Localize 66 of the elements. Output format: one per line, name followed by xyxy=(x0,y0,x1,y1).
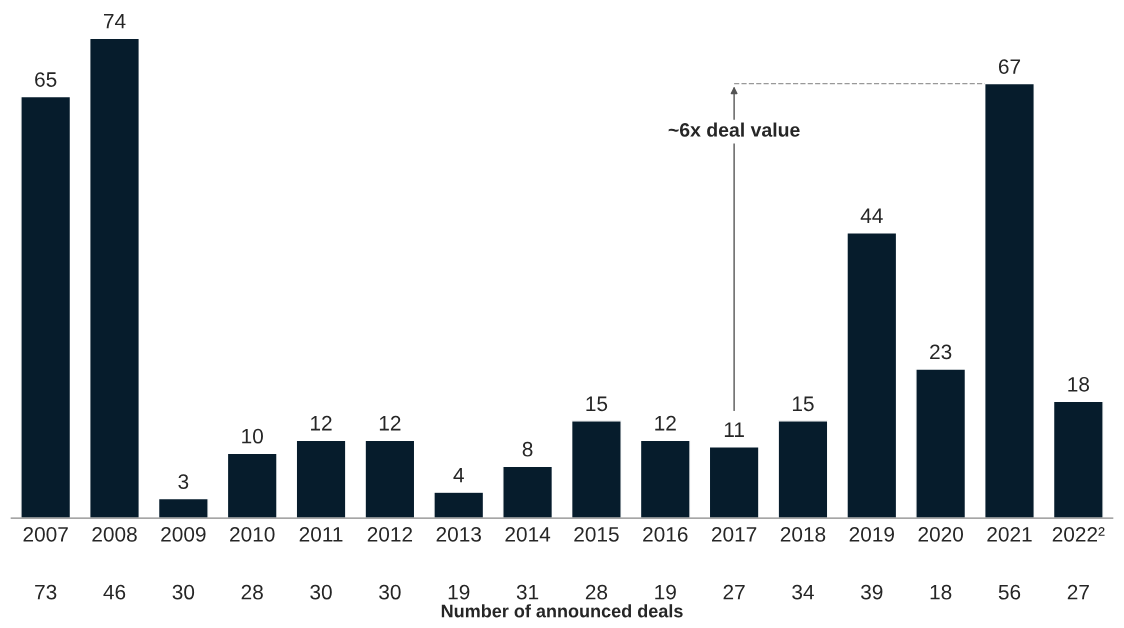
data-label: 44 xyxy=(860,208,883,223)
bar xyxy=(157,497,209,519)
x-tick-label: 2015 xyxy=(574,526,619,542)
data-label: 15 xyxy=(792,396,814,412)
text: 30 xyxy=(172,584,195,600)
data-label: 15 xyxy=(586,396,608,412)
x-tick-label: 2010 xyxy=(230,526,275,542)
data-label: 12 xyxy=(311,415,332,431)
text: 39 xyxy=(861,584,883,600)
data-label: 4 xyxy=(453,467,464,483)
bar xyxy=(226,452,278,519)
bar xyxy=(708,446,760,519)
x-tick-label: 2017 xyxy=(711,526,757,542)
text: 27 xyxy=(1067,584,1089,600)
x-tick-label: 2018 xyxy=(780,526,826,542)
bar xyxy=(433,491,485,519)
x-tick-label: 2008 xyxy=(92,526,137,542)
bar xyxy=(846,232,898,519)
data-label: 65 xyxy=(35,72,57,87)
text: 18 xyxy=(930,584,952,600)
text: 19 xyxy=(655,584,676,600)
data-label: 11 xyxy=(724,422,744,437)
text: 28 xyxy=(585,584,608,600)
data-label: 67 xyxy=(998,59,1021,74)
bar xyxy=(1052,400,1104,519)
bar xyxy=(777,420,829,519)
x-tick-label: 2019 xyxy=(849,526,894,542)
x-tick-label: 2009 xyxy=(161,526,206,542)
x-axis-title: Number of announced deals xyxy=(441,604,683,618)
bar xyxy=(295,439,347,519)
data-label: 3 xyxy=(178,474,189,489)
ref-line-label: ~6x deal value xyxy=(668,122,800,137)
text: 31 xyxy=(516,584,539,600)
text: 73 xyxy=(35,584,57,600)
bar xyxy=(89,37,140,519)
data-label: 8 xyxy=(522,441,533,457)
text: 34 xyxy=(792,584,814,600)
x-tick-label: 2021 xyxy=(987,526,1032,542)
bar xyxy=(20,95,72,519)
x-tick-label: 2014 xyxy=(505,526,551,542)
x-tick-label: 2013 xyxy=(436,526,481,542)
text: 30 xyxy=(310,584,332,600)
text: 28 xyxy=(241,584,263,600)
x-tick-label: 2007 xyxy=(23,526,68,542)
bar xyxy=(984,82,1035,519)
data-label: 12 xyxy=(655,415,676,431)
x-tick-label: 2020 xyxy=(918,526,964,542)
text: 56 xyxy=(998,584,1021,600)
x-tick-label: 2012 xyxy=(367,526,413,542)
data-label: 74 xyxy=(103,14,126,29)
bar xyxy=(502,465,554,519)
x-tick-label: 2016 xyxy=(643,526,688,542)
bar xyxy=(639,439,691,519)
data-label: 12 xyxy=(379,415,401,431)
x-tick-label: 2022² xyxy=(1052,526,1105,542)
bar xyxy=(570,420,622,519)
text: 46 xyxy=(103,584,126,600)
text: 19 xyxy=(448,584,470,600)
bar xyxy=(364,439,416,519)
text: 30 xyxy=(379,584,401,600)
bar xyxy=(915,368,967,519)
x-tick-label: 2011 xyxy=(299,526,343,542)
data-label: 18 xyxy=(1068,376,1090,392)
text: 27 xyxy=(723,584,745,600)
data-label: 10 xyxy=(242,428,263,444)
data-label: 23 xyxy=(930,344,952,360)
